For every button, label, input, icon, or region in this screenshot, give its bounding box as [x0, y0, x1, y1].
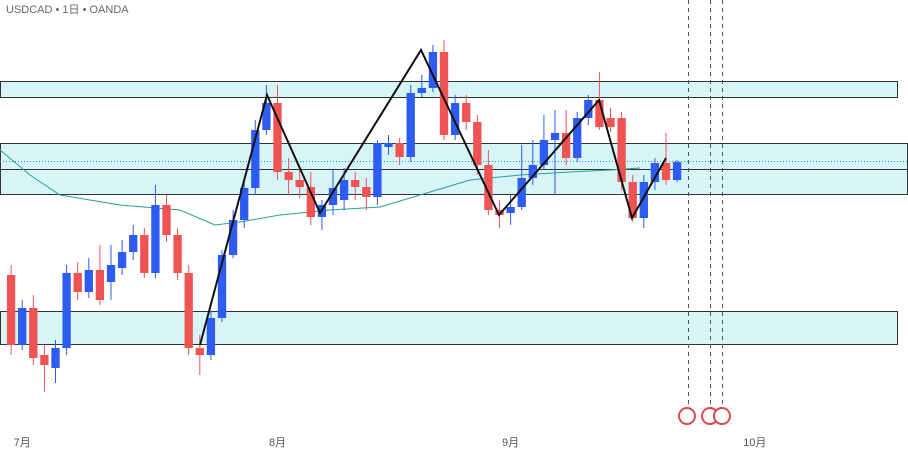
candle-body [228, 220, 238, 255]
candle-body [73, 273, 82, 292]
candle-body [106, 265, 116, 282]
candle-body [284, 172, 293, 180]
candle-body [173, 235, 182, 273]
candle-body [561, 133, 571, 158]
candle-body [617, 118, 626, 182]
candle-body [650, 163, 660, 182]
candle-body [595, 100, 604, 127]
candle-body [484, 165, 493, 210]
candle-body [240, 188, 249, 220]
candle-body [373, 143, 382, 197]
candle-body [528, 165, 537, 178]
candle-body [162, 205, 171, 235]
candle-body [661, 163, 671, 180]
candle-body [417, 88, 426, 93]
candle-body [473, 122, 482, 165]
candle-body [606, 118, 615, 127]
candle-body [84, 270, 93, 292]
x-tick-label: 7月 [14, 437, 31, 449]
candle-body [362, 187, 371, 197]
candle-body [195, 348, 204, 355]
candle-body [140, 235, 149, 273]
candle-body [550, 133, 560, 140]
candle-body [628, 182, 637, 218]
candle-body [517, 178, 526, 207]
event-flags [678, 407, 731, 425]
candle-body [273, 103, 282, 172]
candle-body [328, 188, 338, 205]
candle-body [406, 93, 415, 157]
candle-body [462, 103, 471, 122]
candle-body [251, 130, 260, 188]
flag-icon[interactable] [678, 407, 696, 425]
candle-body [40, 355, 49, 365]
flag-icon[interactable] [713, 407, 731, 425]
x-tick-label: 8月 [269, 437, 286, 449]
candle-body [450, 103, 460, 135]
candle-body [262, 103, 271, 130]
candle-body [384, 143, 393, 147]
candles [6, 40, 682, 392]
candle-body [428, 52, 438, 88]
candle-body [129, 235, 138, 252]
zigzag [199, 47, 667, 346]
candle-body [95, 270, 105, 300]
candle-body [29, 308, 38, 358]
candle-body [18, 308, 27, 345]
candle-body [395, 143, 404, 157]
candle-body [573, 118, 582, 158]
candle-body [439, 52, 449, 135]
candle-body [339, 180, 349, 200]
candle-body [217, 255, 227, 318]
candle-body [51, 348, 60, 368]
candle-body [639, 182, 648, 218]
zone [0, 81, 898, 98]
zone [0, 311, 898, 345]
candle-body [495, 210, 504, 215]
candle-body [117, 252, 127, 268]
moving-average [0, 149, 641, 226]
candle-body [506, 207, 515, 213]
zones [0, 81, 908, 345]
x-tick-label: 9月 [502, 437, 519, 449]
event-lines [688, 0, 723, 405]
candle-body [151, 205, 160, 273]
candle-body [184, 273, 193, 348]
chart-title: USDCAD • 1日 • OANDA [6, 4, 129, 16]
candle-body [539, 140, 549, 165]
x-tick-label: 10月 [743, 437, 766, 449]
candle-body [351, 180, 360, 187]
candle-body [584, 100, 593, 118]
candle-body [62, 273, 71, 348]
candle-body [295, 180, 304, 187]
candle-body [206, 318, 216, 355]
candle-body [306, 187, 315, 217]
candle-body [6, 275, 16, 345]
candle-body [672, 162, 682, 180]
